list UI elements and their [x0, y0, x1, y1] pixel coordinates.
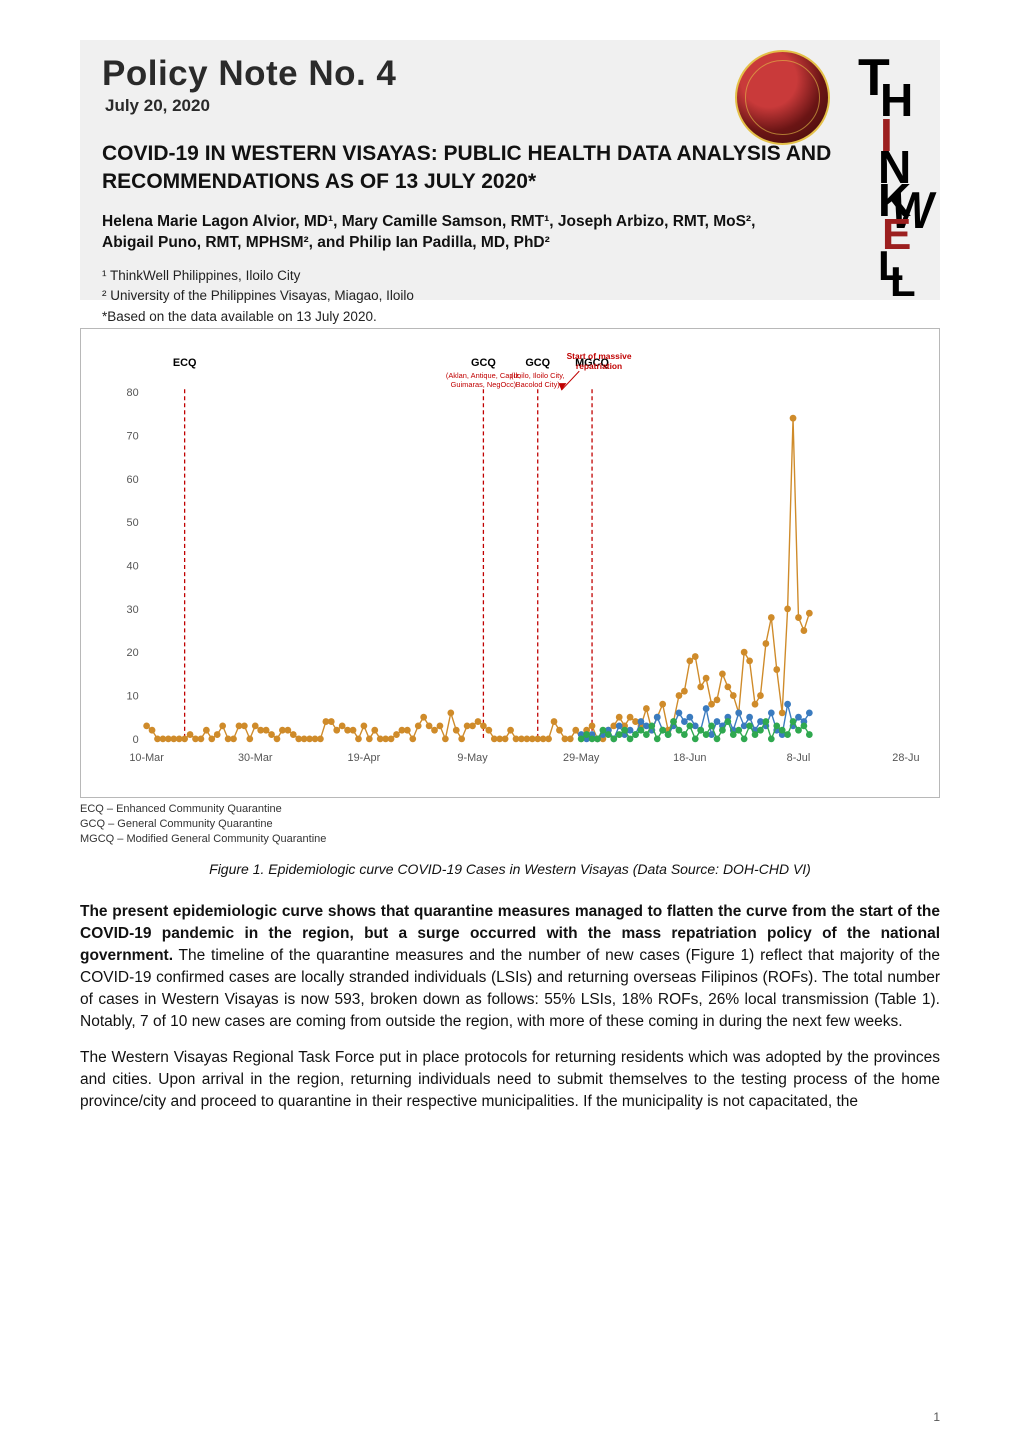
page-number: 1	[933, 1410, 940, 1424]
svg-text:20: 20	[127, 647, 139, 659]
report-title-line: RECOMMENDATIONS AS OF 13 JULY 2020*	[102, 170, 536, 193]
report-title: COVID-19 IN WESTERN VISAYAS: PUBLIC HEAL…	[102, 140, 862, 197]
svg-text:29-May: 29-May	[563, 752, 600, 764]
legend-abbr-line: GCQ – General Community Quarantine	[80, 817, 940, 832]
affiliation-line: *Based on the data available on 13 July …	[102, 307, 918, 327]
svg-text:Start of massive: Start of massive	[567, 351, 632, 361]
body-paragraph-2: The Western Visayas Regional Task Force …	[80, 1047, 940, 1113]
authors-text: Helena Marie Lagon Alvior, MD¹, Mary Cam…	[102, 213, 755, 230]
affiliations: ¹ ThinkWell Philippines, Iloilo City ² U…	[102, 266, 918, 327]
body-paragraph-1: The present epidemiologic curve shows th…	[80, 901, 940, 1033]
svg-text:Bacolod City): Bacolod City)	[516, 380, 561, 389]
svg-text:60: 60	[127, 474, 139, 486]
svg-text:ECQ: ECQ	[173, 357, 197, 369]
svg-text:Guimaras, NegOcc): Guimaras, NegOcc)	[451, 380, 517, 389]
body-paragraph-1-rest: The timeline of the quarantine measures …	[80, 947, 940, 1030]
chart-container: 0 10 20 30 40 50 60 70 80 10-Mar 30-Mar 19-Apr 9-May…	[80, 328, 940, 798]
svg-text:28-Jul: 28-Jul	[892, 752, 919, 764]
thinkwell-letter: L	[890, 258, 916, 306]
thinkwell-logo: T H I N K W E L L	[866, 48, 926, 298]
svg-text:10: 10	[127, 690, 139, 702]
upv-logo	[735, 50, 830, 145]
svg-text:30: 30	[127, 604, 139, 616]
svg-text:(Aklan, Antique, Capiz,: (Aklan, Antique, Capiz,	[446, 371, 521, 380]
svg-text:GCQ: GCQ	[525, 357, 550, 369]
svg-text:0: 0	[133, 734, 139, 746]
svg-text:30-Mar: 30-Mar	[238, 752, 273, 764]
authors-text: Abigail Puno, RMT, MPHSM², and Philip Ia…	[102, 234, 550, 251]
page: Policy Note No. 4 July 20, 2020 T H I N …	[0, 0, 1020, 1442]
svg-text:50: 50	[127, 517, 139, 529]
svg-text:18-Jun: 18-Jun	[673, 752, 706, 764]
affiliation-line: ¹ ThinkWell Philippines, Iloilo City	[102, 266, 918, 286]
legend-abbr-line: MGCQ – Modified General Community Quaran…	[80, 832, 940, 847]
svg-text:70: 70	[127, 430, 139, 442]
svg-text:GCQ: GCQ	[471, 357, 496, 369]
figure-caption: Figure 1. Epidemiologic curve COVID-19 C…	[80, 861, 940, 877]
authors-line: Helena Marie Lagon Alvior, MD¹, Mary Cam…	[102, 211, 882, 254]
epidemiologic-curve-chart: 0 10 20 30 40 50 60 70 80 10-Mar 30-Mar 19-Apr 9-May…	[107, 347, 919, 769]
upv-seal-icon	[735, 50, 830, 145]
report-title-line: COVID-19 IN WESTERN VISAYAS: PUBLIC HEAL…	[102, 142, 831, 165]
svg-text:repatriation: repatriation	[576, 361, 622, 371]
affiliation-line: ² University of the Philippines Visayas,…	[102, 286, 918, 306]
svg-text:19-Apr: 19-Apr	[348, 752, 381, 764]
header-bar: Policy Note No. 4 July 20, 2020 T H I N …	[80, 40, 940, 300]
svg-text:10-Mar: 10-Mar	[129, 752, 164, 764]
legend-abbreviations: ECQ – Enhanced Community Quarantine GCQ …	[80, 802, 940, 847]
svg-text:(Iloilo, Iloilo City,: (Iloilo, Iloilo City,	[511, 371, 564, 380]
svg-text:8-Jul: 8-Jul	[787, 752, 811, 764]
svg-text:40: 40	[127, 560, 139, 572]
svg-text:80: 80	[127, 387, 139, 399]
svg-text:9-May: 9-May	[457, 752, 488, 764]
legend-abbr-line: ECQ – Enhanced Community Quarantine	[80, 802, 940, 817]
